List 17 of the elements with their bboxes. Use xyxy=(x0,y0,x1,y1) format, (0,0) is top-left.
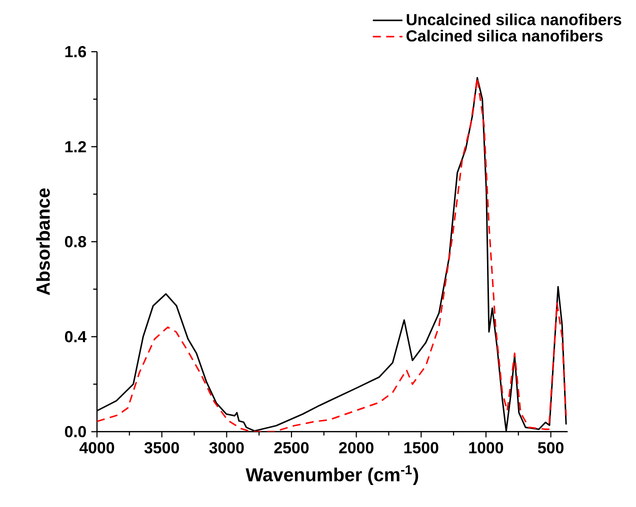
x-tick-label: 500 xyxy=(538,442,564,454)
y-tick-label: 0.0 xyxy=(64,426,86,438)
x-tick-label: 2000 xyxy=(339,442,374,454)
x-tick-label: 4000 xyxy=(79,442,114,454)
x-tick-label: 1000 xyxy=(469,442,504,454)
x-tick-label: 3000 xyxy=(209,442,244,454)
y-tick-label: 1.6 xyxy=(65,46,86,58)
x-axis-title: Wavenumber (cm$^{-1}$) xyxy=(246,465,418,486)
x-tick-label: 3500 xyxy=(144,442,179,454)
y-tick-label: 1.2 xyxy=(65,141,86,152)
x-tick-label: 2500 xyxy=(274,442,309,454)
y-tick-label: 0.8 xyxy=(64,236,86,248)
x-tick-label: 1500 xyxy=(404,442,438,454)
y-tick-label: 0.4 xyxy=(64,331,86,342)
y-axis-title: Absorbance xyxy=(36,188,50,296)
legend-label: Calcined silica nanofibers xyxy=(406,30,603,42)
legend-label: Uncalcined silica nanofibers xyxy=(406,14,622,26)
